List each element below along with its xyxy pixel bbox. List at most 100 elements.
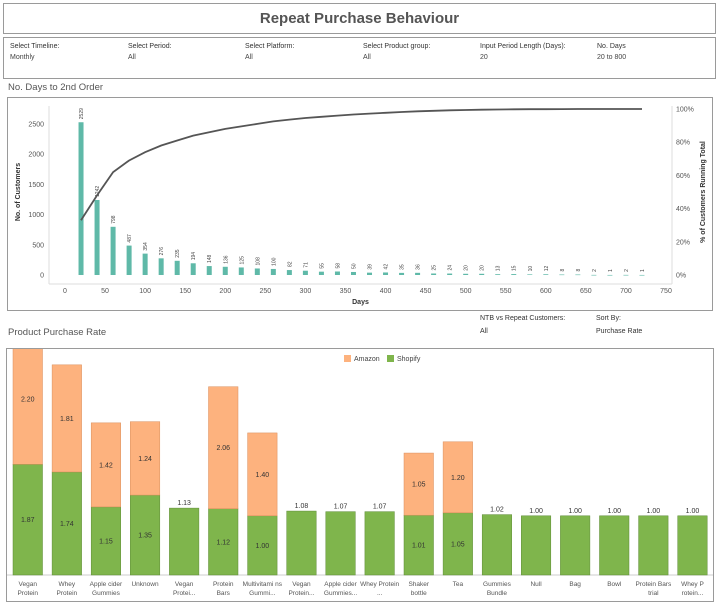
bar <box>174 260 180 275</box>
filter-days[interactable]: No. Days 20 to 800 <box>597 41 626 63</box>
filter-value[interactable]: All <box>363 54 371 61</box>
filter-value[interactable]: All <box>245 54 253 61</box>
data-label-amazon: 1.42 <box>99 462 113 469</box>
x-tick-label: 50 <box>101 288 109 295</box>
bar <box>639 274 645 276</box>
legend-swatch-amazon <box>344 355 351 362</box>
category-label: Vegan Protei... <box>173 581 196 597</box>
y-tick-label: 1000 <box>28 212 44 219</box>
x-axis-title: Days <box>352 299 369 306</box>
bar-shopify <box>12 464 43 576</box>
category-label: Shaker bottle <box>408 581 429 597</box>
bar <box>94 199 100 275</box>
filter-value[interactable]: All <box>128 54 136 61</box>
bar-data-label: 798 <box>111 215 117 224</box>
bar-shopify <box>403 514 434 576</box>
bar <box>206 266 212 275</box>
bar <box>110 226 116 275</box>
filter-period-length[interactable]: Input Period Length (Days): 20 <box>480 41 566 63</box>
bar <box>222 266 228 275</box>
filter-value[interactable]: 20 <box>480 54 488 61</box>
bar-data-label: 148 <box>207 254 213 263</box>
x-tick-label: 100 <box>139 288 151 295</box>
filter-label: Select Platform: <box>245 43 295 50</box>
control-label: NTB vs Repeat Customers: <box>480 315 566 322</box>
bar <box>495 274 501 275</box>
bar-data-label: 42 <box>384 264 390 270</box>
data-label-shopify: 1.74 <box>60 521 74 528</box>
bar <box>238 267 244 275</box>
control-value[interactable]: All <box>480 328 488 335</box>
bar <box>511 274 517 275</box>
filter-value[interactable]: 20 to 800 <box>597 54 627 61</box>
bar <box>543 274 549 275</box>
category-label: Gummies Bundle <box>483 581 512 597</box>
bar-amazon <box>403 452 434 516</box>
bar-data-label: 136 <box>223 255 229 264</box>
bar-data-label: 10 <box>528 266 534 272</box>
filter-platform[interactable]: Select Platform: All <box>245 41 294 63</box>
bar-data-label: 12 <box>544 265 550 271</box>
data-label-shopify: 1.00 <box>256 543 270 550</box>
page-title: Repeat Purchase Behaviour <box>259 10 460 27</box>
bar <box>463 273 469 275</box>
y-tick-label: 1500 <box>28 182 44 189</box>
category-label: Unknown <box>131 581 158 588</box>
filter-label: Select Timeline: <box>10 43 60 50</box>
bar-data-label: 8 <box>576 269 582 272</box>
x-tick-label: 450 <box>420 288 432 295</box>
category-label: Protein Bars <box>213 581 234 597</box>
running-total-line <box>80 108 642 221</box>
bar-shopify <box>286 510 317 576</box>
bar-data-label: 58 <box>335 263 341 269</box>
filter-value[interactable]: Monthly <box>10 54 35 61</box>
data-label-shopify: 1.07 <box>373 504 387 511</box>
x-tick-label: 200 <box>219 288 231 295</box>
category-label: Whey Protein <box>57 581 78 597</box>
bar <box>270 268 276 275</box>
x-tick-label: 600 <box>540 288 552 295</box>
control-sort[interactable]: Sort By: Purchase Rate <box>596 313 642 337</box>
bar <box>142 253 148 275</box>
data-label-shopify: 1.15 <box>99 538 113 545</box>
bar-shopify <box>90 506 121 576</box>
bar-data-label: 24 <box>448 265 454 271</box>
bar-shopify <box>208 508 239 576</box>
filter-product-group[interactable]: Select Product group: All <box>363 41 430 63</box>
x-tick-label: 350 <box>340 288 352 295</box>
bar <box>575 274 581 276</box>
control-ntb[interactable]: NTB vs Repeat Customers: All <box>480 313 565 337</box>
filter-timeline[interactable]: Select Timeline: Monthly <box>10 41 59 63</box>
data-label-shopify: 1.13 <box>177 500 191 507</box>
data-label-shopify: 1.00 <box>568 508 582 515</box>
category-label: Protein Bars trial <box>635 581 672 597</box>
category-label: Apple cider Gummies... <box>324 581 358 597</box>
data-label-shopify: 1.12 <box>216 539 230 546</box>
bar-data-label: 25 <box>432 265 438 271</box>
control-label: Sort By: <box>596 315 621 322</box>
data-label-shopify: 1.00 <box>529 508 543 515</box>
bar <box>350 271 356 275</box>
bar <box>158 258 164 275</box>
data-label-shopify: 1.05 <box>451 541 465 548</box>
control-value[interactable]: Purchase Rate <box>596 328 643 335</box>
filter-period[interactable]: Select Period: All <box>128 41 172 63</box>
bar-shopify <box>364 511 395 576</box>
bar <box>559 274 565 276</box>
bar-data-label: 1 <box>608 269 614 272</box>
x-tick-label: 500 <box>460 288 472 295</box>
bar-amazon <box>12 333 43 465</box>
x-tick-label: 150 <box>179 288 191 295</box>
bar <box>254 268 260 275</box>
data-label-shopify: 1.08 <box>295 503 309 510</box>
bar <box>607 274 613 276</box>
bar-data-label: 108 <box>255 257 261 266</box>
legend-label-shopify: Shopify <box>397 356 421 363</box>
bar-shopify <box>599 515 630 576</box>
bar-shopify <box>677 515 708 576</box>
data-label-shopify: 1.07 <box>334 504 348 511</box>
bar-data-label: 39 <box>368 264 374 270</box>
bar-data-label: 2 <box>592 269 598 272</box>
x-tick-label: 700 <box>620 288 632 295</box>
bar-data-label: 20 <box>480 265 486 271</box>
